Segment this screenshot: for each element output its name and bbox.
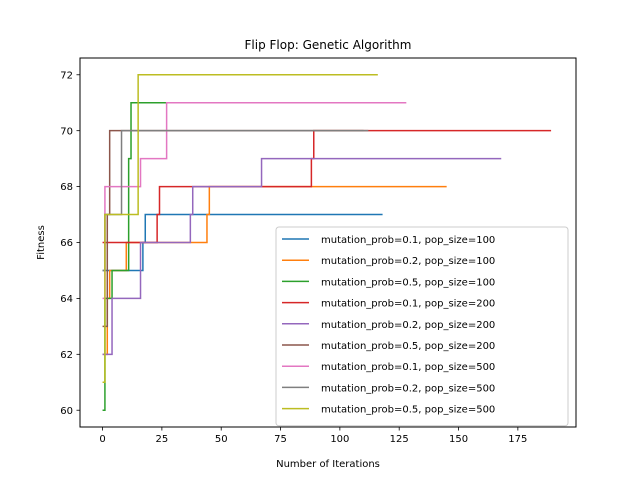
y-tick-label: 66 (60, 238, 73, 249)
plot-area (102, 74, 552, 411)
x-axis-label: Number of Iterations (276, 459, 380, 470)
legend-label: mutation_prob=0.1, pop_size=100 (321, 235, 495, 246)
y-axis: 60 62 64 66 68 70 72 (60, 70, 80, 417)
y-tick-label: 62 (60, 350, 73, 361)
x-tick-label: 0 (99, 434, 105, 445)
series-line-9 (102, 74, 378, 384)
legend: mutation_prob=0.1, pop_size=100 mutation_… (275, 226, 569, 427)
x-tick-label: 25 (156, 434, 169, 445)
y-tick-label: 60 (60, 406, 73, 417)
legend-label: mutation_prob=0.1, pop_size=200 (321, 299, 495, 310)
x-axis: 0 25 50 75 100 125 150 175 (99, 427, 527, 445)
x-tick-label: 150 (449, 434, 468, 445)
legend-label: mutation_prob=0.2, pop_size=200 (321, 320, 495, 331)
y-tick-label: 68 (60, 182, 73, 193)
legend-box (275, 226, 569, 427)
chart-title: Flip Flop: Genetic Algorithm (245, 38, 412, 52)
legend-label: mutation_prob=0.5, pop_size=200 (321, 341, 495, 352)
y-axis-label: Fitness (36, 225, 47, 260)
x-tick-label: 100 (330, 434, 349, 445)
x-tick-label: 50 (215, 434, 228, 445)
legend-label: mutation_prob=0.5, pop_size=500 (321, 405, 495, 416)
y-tick-label: 64 (60, 294, 73, 305)
legend-label: mutation_prob=0.2, pop_size=500 (321, 383, 495, 394)
y-tick-label: 70 (60, 126, 73, 137)
x-tick-label: 75 (274, 434, 287, 445)
x-tick-label: 175 (508, 434, 527, 445)
y-tick-label: 72 (60, 70, 73, 81)
legend-label: mutation_prob=0.5, pop_size=100 (321, 277, 495, 288)
x-tick-label: 125 (390, 434, 409, 445)
series-line-5 (102, 157, 502, 356)
legend-label: mutation_prob=0.1, pop_size=500 (321, 362, 495, 373)
legend-label: mutation_prob=0.2, pop_size=100 (321, 256, 495, 267)
